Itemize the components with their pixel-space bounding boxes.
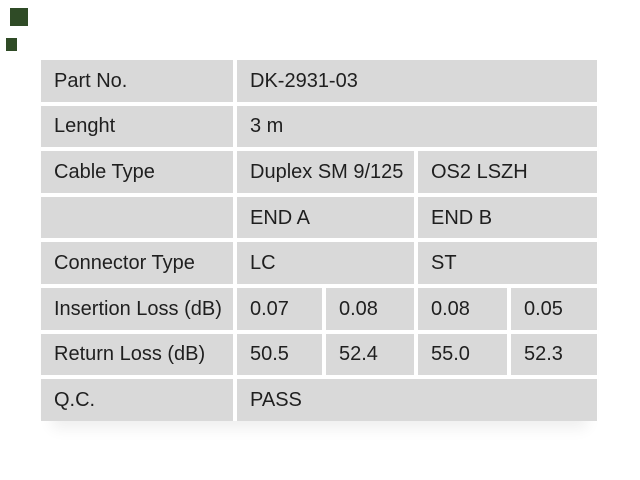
row-label: Part No.	[41, 60, 233, 102]
cell-value: DK-2931-03	[237, 60, 597, 102]
row-label: Cable Type	[41, 151, 233, 193]
row-label: Connector Type	[41, 242, 233, 284]
cell-value: OS2 LSZH	[418, 151, 597, 193]
row-label: Lenght	[41, 105, 233, 148]
spec-table: Part No. DK-2931-03 Lenght 3 m Cable Type Dup…	[41, 60, 598, 421]
cell-value: 0.07	[237, 287, 322, 330]
cell-value: 0.08	[418, 287, 507, 330]
row-label: Return Loss (dB)	[41, 333, 233, 376]
green-square-large-icon	[10, 8, 28, 26]
cell-value: 0.08	[326, 287, 414, 330]
row-label	[41, 196, 233, 239]
cell-value: END A	[237, 196, 414, 239]
row-label: Q.C.	[41, 379, 233, 421]
cell-value: 50.5	[237, 333, 322, 376]
row-label: Insertion Loss (dB)	[41, 287, 233, 330]
cell-value: 3 m	[237, 105, 597, 148]
cell-value: END B	[418, 196, 597, 239]
cell-value: 52.4	[326, 333, 414, 376]
cell-value: PASS	[237, 379, 597, 421]
cell-value: 52.3	[511, 333, 597, 376]
green-square-small-icon	[6, 38, 17, 51]
cell-value: 0.05	[511, 287, 597, 330]
cell-value: Duplex SM 9/125	[237, 151, 414, 193]
cell-value: LC	[237, 242, 414, 284]
cell-value: ST	[418, 242, 597, 284]
cell-value: 55.0	[418, 333, 507, 376]
